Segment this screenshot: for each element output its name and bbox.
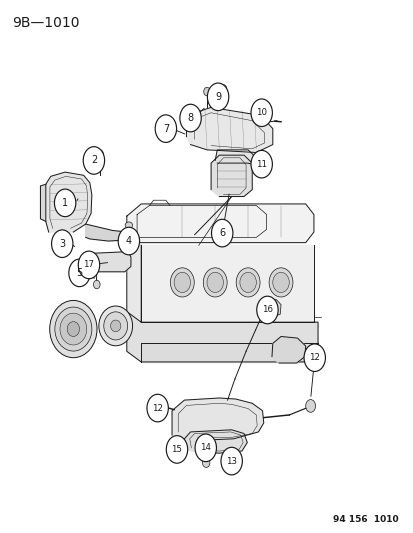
Ellipse shape (104, 312, 127, 340)
Text: 11: 11 (256, 160, 266, 168)
Circle shape (69, 259, 90, 287)
Circle shape (155, 115, 176, 142)
Text: 16: 16 (261, 305, 272, 314)
Circle shape (93, 280, 100, 289)
Polygon shape (184, 430, 247, 453)
Circle shape (153, 398, 163, 411)
Text: 5: 5 (76, 268, 83, 278)
Ellipse shape (50, 301, 97, 358)
Circle shape (179, 104, 201, 132)
Text: 8: 8 (187, 113, 193, 123)
Circle shape (166, 435, 187, 463)
Circle shape (221, 447, 242, 475)
Ellipse shape (67, 321, 79, 336)
Text: 17: 17 (83, 261, 94, 269)
Text: 13: 13 (225, 457, 237, 466)
Circle shape (147, 394, 168, 422)
Polygon shape (126, 312, 317, 362)
Circle shape (220, 85, 226, 93)
Polygon shape (264, 300, 280, 317)
Polygon shape (94, 252, 131, 272)
Ellipse shape (268, 268, 292, 297)
Circle shape (211, 219, 233, 247)
Text: 14: 14 (200, 443, 211, 453)
Ellipse shape (206, 272, 223, 293)
Circle shape (97, 150, 103, 158)
Circle shape (118, 227, 139, 255)
Text: 10: 10 (256, 108, 266, 117)
Ellipse shape (125, 222, 132, 228)
Text: 6: 6 (218, 228, 225, 238)
Ellipse shape (203, 268, 227, 297)
Polygon shape (85, 224, 126, 241)
Polygon shape (186, 108, 272, 152)
Circle shape (203, 87, 210, 96)
Circle shape (207, 83, 228, 111)
Text: 1: 1 (62, 198, 68, 208)
Polygon shape (141, 343, 317, 362)
Text: 4: 4 (126, 236, 132, 246)
Circle shape (54, 189, 76, 216)
Circle shape (256, 296, 278, 324)
Circle shape (202, 458, 209, 467)
Circle shape (303, 344, 325, 372)
Circle shape (78, 251, 100, 279)
Text: 7: 7 (162, 124, 169, 134)
Ellipse shape (55, 307, 92, 351)
Text: 9: 9 (214, 92, 221, 102)
Circle shape (250, 150, 272, 178)
Polygon shape (141, 245, 313, 322)
Polygon shape (126, 204, 313, 243)
Text: 12: 12 (309, 353, 320, 362)
Ellipse shape (239, 272, 256, 293)
Circle shape (52, 230, 73, 257)
Text: 12: 12 (152, 403, 163, 413)
Ellipse shape (170, 268, 194, 297)
Polygon shape (172, 398, 263, 440)
Text: 2: 2 (90, 156, 97, 165)
Polygon shape (126, 243, 141, 322)
Polygon shape (40, 184, 46, 221)
Ellipse shape (99, 306, 132, 346)
Ellipse shape (272, 272, 289, 293)
Polygon shape (46, 172, 92, 232)
Circle shape (227, 464, 235, 474)
Ellipse shape (174, 272, 190, 293)
Circle shape (83, 147, 104, 174)
Text: 9B—1010: 9B—1010 (12, 16, 79, 30)
Ellipse shape (60, 313, 86, 345)
Circle shape (250, 99, 272, 126)
Polygon shape (215, 150, 256, 166)
Polygon shape (271, 336, 305, 363)
Ellipse shape (236, 268, 259, 297)
Text: 3: 3 (59, 239, 65, 249)
Circle shape (305, 400, 315, 413)
Text: 15: 15 (171, 445, 182, 454)
Ellipse shape (110, 320, 121, 332)
Circle shape (195, 434, 216, 462)
Text: 94 156  1010: 94 156 1010 (332, 515, 397, 523)
Polygon shape (211, 155, 252, 197)
